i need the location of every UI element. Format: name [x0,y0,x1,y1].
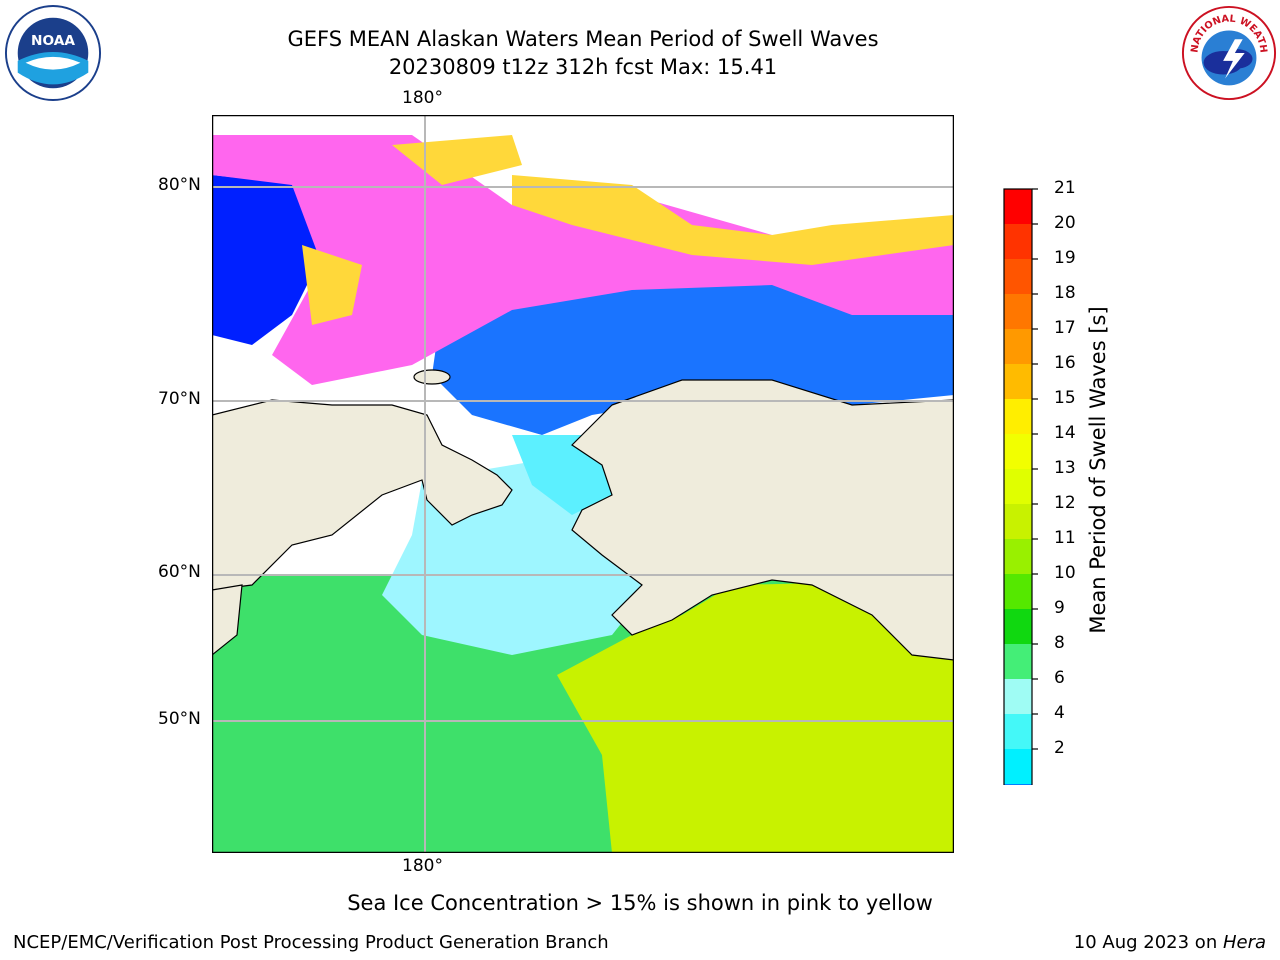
noaa-logo-icon: NOAA [4,4,102,102]
footer-host: Hera [1222,932,1266,953]
colorbar-tick-label: 16 [1054,353,1076,373]
map-frame [212,115,954,853]
colorbar-tick-label: 9 [1054,598,1065,618]
colorbar-segment [1004,574,1032,609]
colorbar-tick-label: 10 [1054,563,1076,583]
footer-date-text: 10 Aug 2023 on [1073,932,1223,953]
lat-label-60: 60°N [158,562,201,582]
footer-credit: NCEP/EMC/Verification Post Processing Pr… [13,932,609,953]
colorbar-tick-label: 11 [1054,528,1076,548]
colorbar-segment [1004,749,1032,784]
colorbar-tick-label: 4 [1054,703,1065,723]
land [212,369,954,661]
colorbar-segment [1004,224,1032,259]
footer-date: 10 Aug 2023 on Hera [1074,932,1266,953]
colorbar-segment [1004,784,1032,785]
lat-label-80: 80°N [158,175,201,195]
colorbar-segment [1004,644,1032,679]
colorbar-segment [1004,469,1032,504]
colorbar [1003,188,1038,785]
colorbar-segment [1004,259,1032,294]
graticule [212,115,954,853]
swell-period-map [212,115,954,853]
lat-label-50: 50°N [158,709,201,729]
colorbar-title: Mean Period of Swell Waves [s] [1086,306,1110,634]
colorbar-tick-label: 12 [1054,493,1076,513]
colorbar-segment [1004,329,1032,364]
lon-label-top: 180° [402,88,443,108]
colorbar-segment [1004,539,1032,574]
colorbar-segment [1004,399,1032,434]
colorbar-tick-label: 13 [1054,458,1076,478]
colorbar-segment [1004,294,1032,329]
colorbar-segment [1004,189,1032,224]
chart-title: GEFS MEAN Alaskan Waters Mean Period of … [287,27,879,51]
nws-logo-icon: NATIONAL WEATHER SERVICE [1180,4,1277,101]
colorbar-tick-label: 17 [1054,318,1076,338]
colorbar-segment [1004,679,1032,714]
colorbar-segment [1004,504,1032,539]
sea-ice-note: Sea Ice Concentration > 15% is shown in … [347,891,933,915]
noaa-logo-text: NOAA [31,33,75,49]
colorbar-segment [1004,364,1032,399]
colorbar-tick-label: 8 [1054,633,1065,653]
colorbar-tick-label: 21 [1054,178,1076,198]
colorbar-segment [1004,434,1032,469]
colorbar-tick-label: 19 [1054,248,1076,268]
colorbar-tick-label: 14 [1054,423,1076,443]
chart-subtitle: 20230809 t12z 312h fcst Max: 15.41 [388,55,778,79]
colorbar-tick-label: 20 [1054,213,1076,233]
colorbar-tick-label: 18 [1054,283,1076,303]
colorbar-tick-label: 15 [1054,388,1076,408]
colorbar-segment [1004,714,1032,749]
lat-label-70: 70°N [158,389,201,409]
colorbar-tick-label: 2 [1054,738,1065,758]
colorbar-tick-label: 6 [1054,668,1065,688]
colorbar-segment [1004,609,1032,644]
lon-label-bottom: 180° [402,856,443,876]
